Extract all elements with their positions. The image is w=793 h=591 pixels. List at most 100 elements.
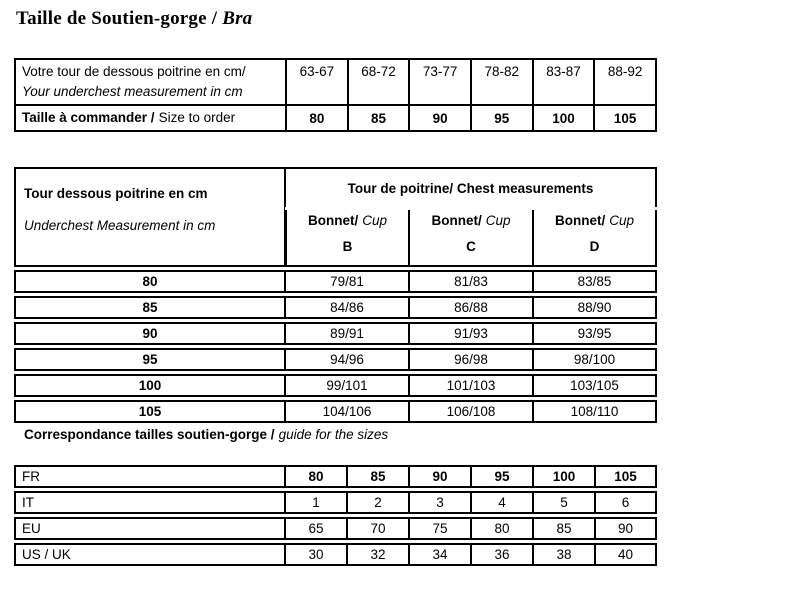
measurement-cell: 94/96	[285, 348, 409, 371]
measurement-cell: 96/98	[409, 348, 533, 371]
size-cell: 100	[531, 104, 596, 132]
size-cell: 2	[347, 491, 409, 514]
table-row: Taille à commander / Size to order 80 85 …	[14, 104, 657, 132]
size-cell: 40	[595, 543, 657, 566]
size-cell: 75	[409, 517, 471, 540]
title-separator: /	[211, 8, 218, 29]
table-row: EU 65 70 75 80 85 90	[14, 517, 657, 540]
size-cell: 90	[595, 517, 657, 540]
size-cell: 95	[469, 104, 534, 132]
page-title-en: Bra	[222, 8, 253, 29]
correspondence-heading: Correspondance tailles soutien-gorge / gu…	[24, 427, 388, 442]
size-cell: 80	[14, 270, 285, 293]
cup-label-en: Cup	[609, 213, 634, 228]
measurement-cell: 104/106	[285, 400, 409, 423]
measurement-cell: 79/81	[285, 270, 409, 293]
size-to-order-label-fr: Taille à commander /	[22, 110, 155, 125]
table-row: US / UK 30 32 34 36 38 40	[14, 543, 657, 566]
size-cell: 85	[346, 104, 411, 132]
underchest-label-en: Your underchest measurement in cm	[22, 84, 243, 99]
side-label-en: Underchest Measurement in cm	[24, 218, 216, 233]
table-row: 95 94/96 96/98 98/100	[14, 348, 657, 371]
cup-b-header-cell: Bonnet/Cup B	[285, 210, 409, 267]
table-row: IT 1 2 3 4 5 6	[14, 491, 657, 514]
cup-c-header-cell: Bonnet/Cup C	[409, 210, 533, 267]
size-cell: 100	[533, 465, 595, 488]
table-row: 100 99/101 101/103 103/105	[14, 374, 657, 397]
correspondence-heading-en: guide for the sizes	[278, 427, 389, 442]
size-cell: 90	[409, 465, 471, 488]
measurement-cell: 88/90	[533, 296, 657, 319]
size-cell: 85	[533, 517, 595, 540]
size-cell: 3	[409, 491, 471, 514]
region-label-cell: IT	[14, 491, 285, 514]
range-cell: 78-82	[469, 58, 534, 106]
size-cell: 32	[347, 543, 409, 566]
table-row: 80 79/81 81/83 83/85	[14, 270, 657, 293]
size-cell: 6	[595, 491, 657, 514]
page-title-fr: Taille de Soutien-gorge	[16, 8, 207, 29]
chest-measurements-header-cell: Tour de poitrine/ Chest measurements	[285, 167, 657, 207]
table-row: 105 104/106 106/108 108/110	[14, 400, 657, 423]
range-cell: 63-67	[285, 58, 349, 106]
size-cell: 36	[471, 543, 533, 566]
size-cell: 80	[471, 517, 533, 540]
measurement-cell: 81/83	[409, 270, 533, 293]
size-cell: 105	[595, 465, 657, 488]
table-row: 85 84/86 86/88 88/90	[14, 296, 657, 319]
measurement-cell: 108/110	[533, 400, 657, 423]
size-cell: 70	[347, 517, 409, 540]
measurement-cell: 106/108	[409, 400, 533, 423]
size-to-order-table: Votre tour de dessous poitrine en cm/ Yo…	[14, 58, 657, 132]
size-cell: 95	[471, 465, 533, 488]
size-cell: 34	[409, 543, 471, 566]
size-cell: 105	[14, 400, 285, 423]
measurement-cell: 84/86	[285, 296, 409, 319]
underchest-side-label-cell: Tour dessous poitrine en cm Underchest M…	[14, 167, 285, 267]
side-label-fr: Tour dessous poitrine en cm	[24, 186, 208, 201]
size-cell: 38	[533, 543, 595, 566]
table-row: FR 80 85 90 95 100 105	[14, 465, 657, 488]
size-cell: 90	[408, 104, 472, 132]
measurement-cell: 89/91	[285, 322, 409, 345]
measurement-cell: 91/93	[409, 322, 533, 345]
range-cell: 68-72	[346, 58, 411, 106]
measurement-cell: 98/100	[533, 348, 657, 371]
size-cell: 80	[285, 465, 347, 488]
measurement-cell: 83/85	[533, 270, 657, 293]
cup-label: Bonnet/Cup	[293, 212, 402, 229]
measurement-cell: 103/105	[533, 374, 657, 397]
size-cell: 5	[533, 491, 595, 514]
size-to-order-label-en: Size to order	[158, 110, 236, 125]
cup-label: Bonnet/Cup	[416, 212, 526, 229]
size-cell: 65	[285, 517, 347, 540]
cup-label-fr: Bonnet/	[307, 213, 359, 228]
table-header-row: Tour dessous poitrine en cm Underchest M…	[14, 167, 657, 267]
range-cell: 88-92	[593, 58, 657, 106]
cup-letter: D	[589, 239, 600, 254]
underchest-label-cell: Votre tour de dessous poitrine en cm/ Yo…	[14, 58, 287, 106]
range-cell: 73-77	[408, 58, 472, 106]
size-cell: 1	[285, 491, 347, 514]
measurement-cell: 101/103	[409, 374, 533, 397]
region-label-cell: EU	[14, 517, 285, 540]
measurement-cell: 93/95	[533, 322, 657, 345]
cup-label-fr: Bonnet/	[554, 213, 606, 228]
size-cell: 90	[14, 322, 285, 345]
table-row: 90 89/91 91/93 93/95	[14, 322, 657, 345]
cup-label-en: Cup	[485, 213, 511, 228]
range-cell: 83-87	[531, 58, 596, 106]
underchest-label-fr: Votre tour de dessous poitrine en cm/	[22, 64, 246, 79]
page-title: Taille de Soutien-gorge / Bra	[16, 8, 252, 30]
region-label-cell: FR	[14, 465, 285, 488]
size-cell: 100	[14, 374, 285, 397]
size-cell: 30	[285, 543, 347, 566]
measurement-cell: 86/88	[409, 296, 533, 319]
measurement-cell: 99/101	[285, 374, 409, 397]
cup-label-fr: Bonnet/	[431, 213, 482, 228]
size-cell: 95	[14, 348, 285, 371]
cup-label: Bonnet/Cup	[540, 212, 649, 229]
correspondence-heading-fr: Correspondance tailles soutien-gorge /	[24, 427, 275, 442]
size-cell: 85	[347, 465, 409, 488]
